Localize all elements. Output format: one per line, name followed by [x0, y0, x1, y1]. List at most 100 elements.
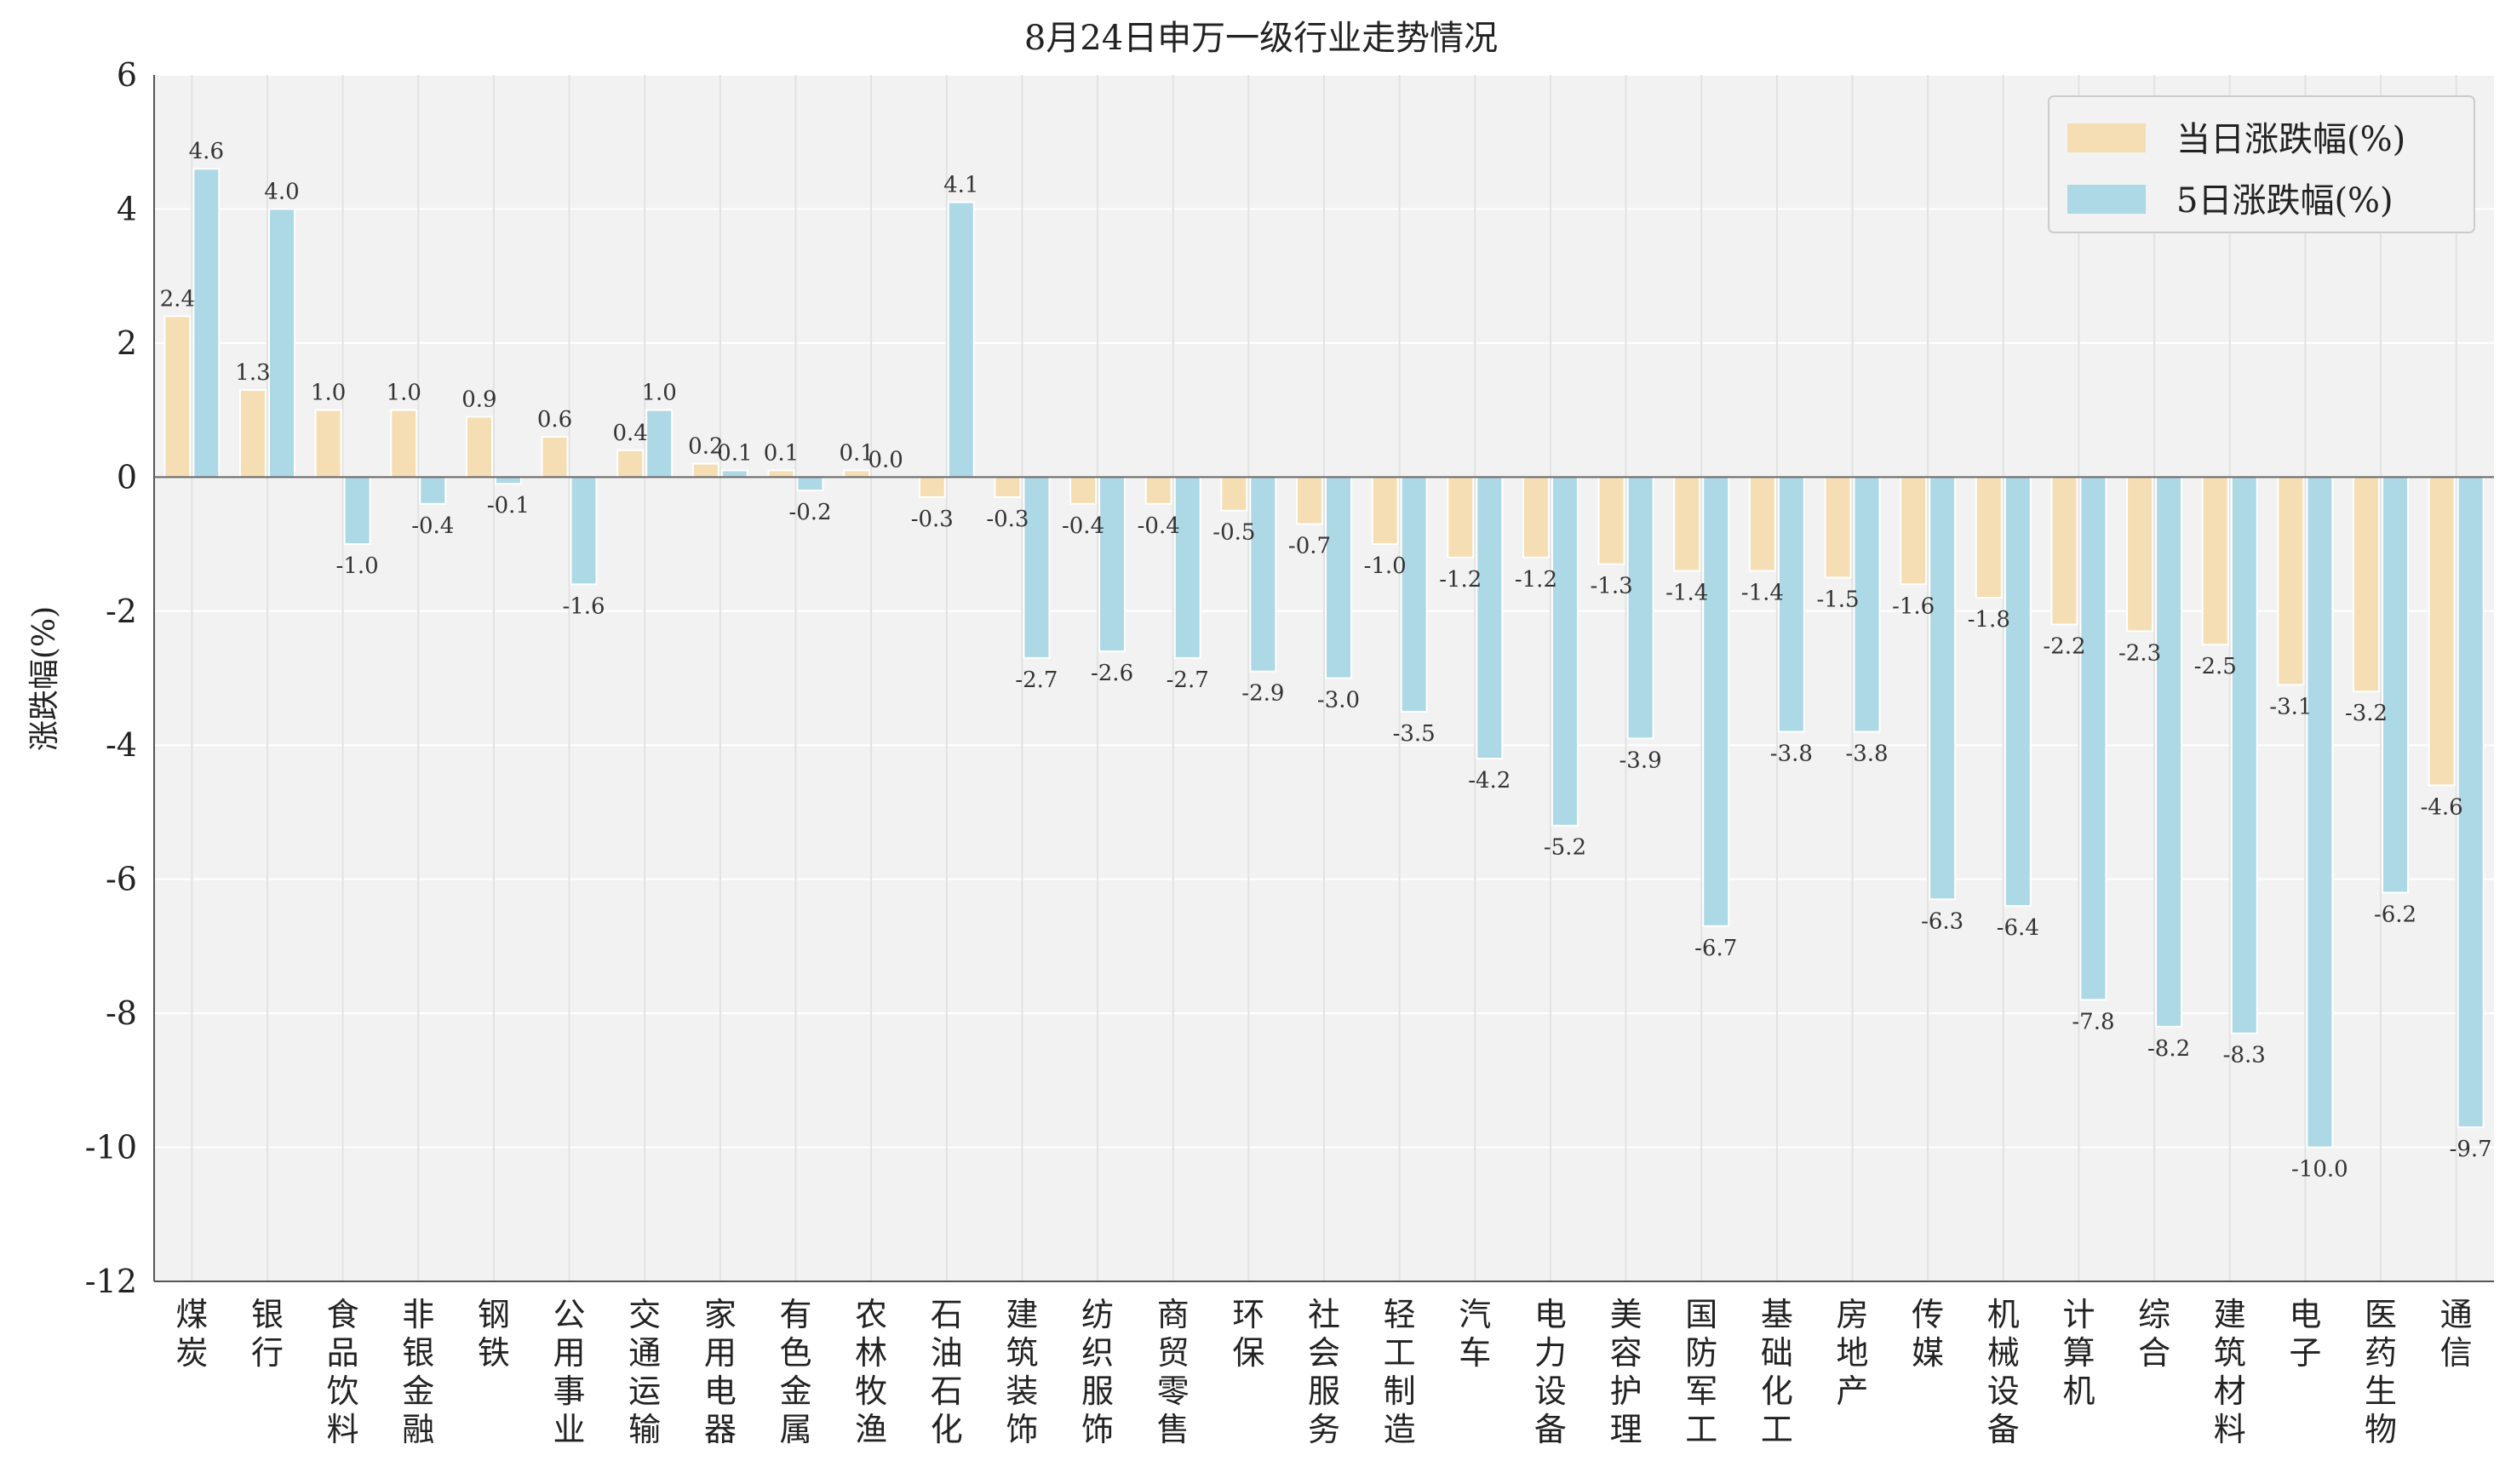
y-tick-label: 0 — [117, 458, 137, 496]
data-label: -3.5 — [1393, 721, 1436, 747]
x-tick-label: 房地产 — [1837, 1296, 1869, 1410]
bar-five-day — [267, 208, 295, 478]
legend-swatch — [2067, 123, 2146, 152]
bar-five-day — [645, 409, 674, 478]
y-tick-label: 2 — [117, 324, 137, 362]
bar-daily — [465, 415, 493, 478]
bar-daily — [1748, 476, 1776, 572]
bar-daily — [616, 449, 645, 478]
data-label: -2.7 — [1015, 668, 1058, 693]
bar-daily — [1824, 476, 1852, 579]
x-tick-label: 建筑材料 — [2214, 1296, 2246, 1448]
y-tick-label: -6 — [106, 861, 137, 898]
data-label: -1.0 — [336, 553, 379, 579]
bar-five-day — [2004, 476, 2032, 908]
data-label: -3.0 — [1317, 688, 1360, 713]
bar-five-day — [1400, 476, 1428, 713]
data-label: 1.0 — [311, 381, 346, 406]
y-tick-label: -12 — [85, 1263, 137, 1300]
data-label: -1.5 — [1816, 587, 1859, 612]
data-label: 0.1 — [764, 440, 799, 466]
bar-daily — [767, 469, 795, 478]
data-label: -7.8 — [2072, 1009, 2114, 1034]
bar-daily — [1220, 476, 1248, 512]
data-label: 1.0 — [642, 381, 677, 406]
legend: 当日涨跌幅(%) 5日涨跌幅(%) — [2048, 95, 2475, 233]
data-label: -8.2 — [2147, 1036, 2190, 1062]
x-tick-label: 美容护理 — [1610, 1296, 1642, 1448]
x-tick-label: 农林牧渔 — [855, 1296, 887, 1448]
bar-daily — [314, 409, 342, 478]
data-label: -5.2 — [1544, 835, 1586, 861]
data-label: -3.1 — [2269, 694, 2312, 719]
x-tick-label: 通信 — [2440, 1296, 2473, 1372]
x-tick-label: 传媒 — [1912, 1296, 1944, 1372]
x-tick-label: 汽车 — [1459, 1296, 1491, 1372]
data-label: 0.1 — [839, 440, 874, 466]
x-tick-label: 轻工制造 — [1384, 1296, 1416, 1448]
x-tick-label: 基础化工 — [1761, 1296, 1793, 1448]
data-label: -3.8 — [1770, 741, 1813, 766]
x-tick-label: 电力设备 — [1534, 1296, 1567, 1448]
bar-daily — [2050, 476, 2078, 626]
data-label: -2.3 — [2118, 640, 2161, 666]
bar-daily — [1371, 476, 1399, 546]
data-label: -3.9 — [1620, 748, 1662, 773]
x-tick-label: 银行 — [251, 1296, 284, 1372]
data-label: -2.7 — [1167, 668, 1209, 693]
bar-daily — [2353, 476, 2381, 693]
bar-daily — [1069, 476, 1098, 505]
bar-daily — [1673, 476, 1701, 572]
x-tick-label: 社会服务 — [1308, 1296, 1340, 1448]
bar-daily — [2428, 476, 2456, 787]
data-label: 4.1 — [943, 173, 978, 198]
bar-five-day — [1023, 476, 1051, 659]
bar-five-day — [1626, 476, 1654, 740]
x-tick-label: 石油石化 — [931, 1296, 963, 1448]
data-label: -0.4 — [1138, 513, 1180, 539]
data-label: -4.2 — [1468, 768, 1511, 794]
bar-daily — [918, 476, 946, 498]
data-label: -6.3 — [1921, 908, 1964, 934]
data-label: -10.0 — [2291, 1157, 2348, 1183]
data-label: -1.6 — [1892, 593, 1935, 619]
bar-five-day — [1173, 476, 1201, 659]
bar-five-day — [2155, 476, 2183, 1028]
data-label: -0.3 — [986, 507, 1029, 532]
bar-daily — [1522, 476, 1550, 559]
data-label: -3.8 — [1845, 741, 1888, 766]
data-label: 0.9 — [461, 387, 496, 412]
y-axis-label: 涨跌幅(%) — [27, 606, 62, 751]
data-label: 0.0 — [868, 447, 903, 473]
bar-five-day — [2230, 476, 2258, 1034]
bar-daily — [163, 315, 192, 478]
bar-daily — [2277, 476, 2305, 686]
bar-five-day — [1853, 476, 1881, 733]
bar-daily — [994, 476, 1022, 498]
data-label: -2.6 — [1091, 661, 1133, 686]
bar-five-day — [2079, 476, 2107, 1001]
x-tick-label: 食品饮料 — [327, 1296, 359, 1448]
x-tick-label: 非银金融 — [402, 1296, 434, 1448]
data-label: 4.6 — [189, 139, 224, 164]
data-label: 0.1 — [717, 440, 752, 466]
data-label: -1.4 — [1741, 581, 1784, 606]
data-label: -2.9 — [1241, 681, 1284, 707]
bar-five-day — [2306, 476, 2334, 1149]
bar-five-day — [494, 476, 522, 485]
data-label: -0.1 — [487, 493, 530, 519]
y-axis: 6 4 2 0 -2 -4 -6 -8 -10 -12 — [85, 56, 155, 1300]
data-label: 0.6 — [537, 407, 572, 433]
x-tick-label: 医药生物 — [2365, 1296, 2397, 1448]
data-label: -0.7 — [1288, 533, 1331, 559]
bar-five-day — [343, 476, 371, 546]
data-label: -8.3 — [2223, 1043, 2266, 1069]
x-tick-label: 电子 — [2289, 1296, 2321, 1372]
data-label: -9.7 — [2450, 1137, 2492, 1162]
data-label: -4.6 — [2421, 794, 2463, 820]
data-label: -0.4 — [411, 513, 454, 539]
x-tick-label: 钢铁 — [478, 1296, 510, 1372]
bar-daily — [843, 469, 871, 478]
bar-five-day — [570, 476, 598, 586]
